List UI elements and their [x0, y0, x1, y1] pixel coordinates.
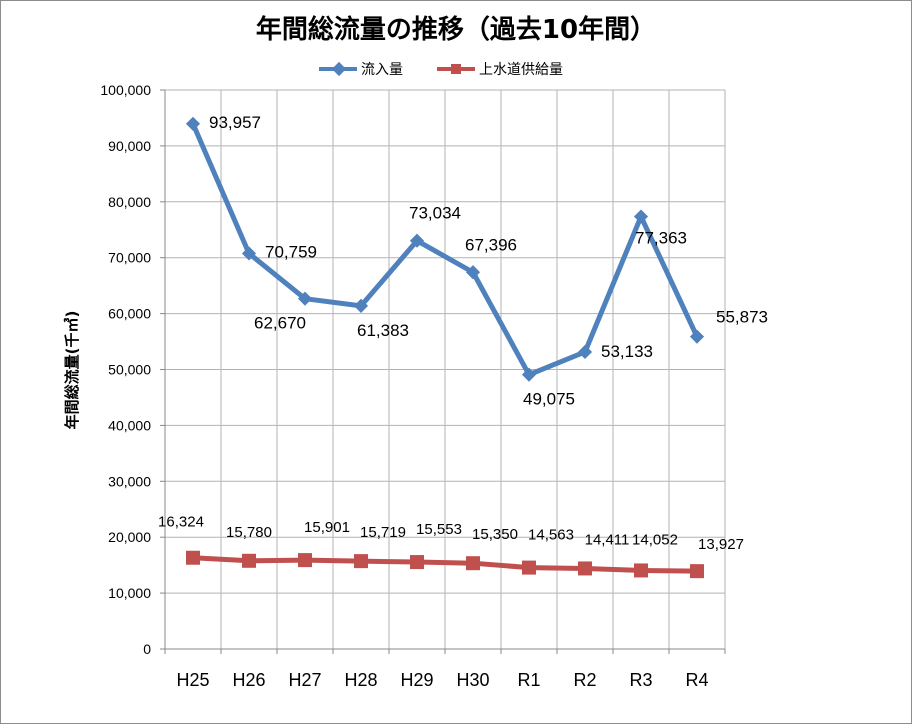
axes: [160, 89, 726, 654]
series-line-inflow: [190, 122, 700, 378]
data-point-water-supply: [690, 564, 704, 579]
data-label-inflow: 93,957: [209, 113, 261, 132]
y-tick-labels: 0 10,000 20,000 30,000 40,000 50,000 60,000 70,…: [100, 82, 151, 657]
data-label-inflow: 62,670: [254, 314, 306, 333]
legend-marker-water-supply: [451, 64, 461, 74]
legend-label-water-supply: 上水道供給量: [479, 62, 563, 78]
x-tick-label: R3: [629, 670, 652, 690]
data-label-inflow: 77,363: [635, 229, 687, 248]
data-point-water-supply: [410, 555, 424, 570]
series: [185, 116, 705, 579]
data-point-water-supply: [354, 554, 368, 569]
data-label-water-supply: 14,052: [632, 531, 678, 548]
y-tick-label: 10,000: [108, 585, 151, 601]
data-point-inflow: [689, 329, 705, 344]
y-tick-label: 50,000: [108, 362, 151, 378]
data-label-water-supply: 15,780: [226, 524, 272, 541]
data-point-inflow: [353, 298, 369, 313]
data-point-water-supply: [298, 553, 312, 568]
y-tick-label: 70,000: [108, 250, 151, 266]
data-label-water-supply: 15,901: [304, 519, 350, 536]
data-label-water-supply: 13,927: [698, 536, 744, 553]
legend-marker-inflow: [331, 61, 347, 77]
data-point-water-supply: [466, 556, 480, 571]
data-point-water-supply: [634, 563, 648, 578]
data-point-inflow: [297, 291, 313, 306]
legend-item-inflow: 流入量: [319, 61, 403, 78]
legend-item-water-supply: 上水道供給量: [437, 62, 563, 78]
data-point-inflow: [521, 367, 537, 382]
y-tick-label: 60,000: [108, 306, 151, 322]
x-tick-labels: H25 H26 H27 H28 H29 H30 R1 R2 R3 R4: [176, 670, 708, 690]
data-point-inflow: [465, 265, 481, 280]
data-point-water-supply: [242, 553, 256, 568]
y-tick-label: 20,000: [108, 529, 151, 545]
data-point-water-supply: [578, 561, 592, 576]
x-tick-label: H30: [456, 670, 489, 690]
x-tick-label: H26: [232, 670, 265, 690]
data-label-water-supply: 14,411: [585, 531, 630, 548]
data-point-inflow: [409, 233, 425, 248]
legend: 流入量 上水道供給量: [319, 61, 563, 78]
y-tick-label: 40,000: [108, 417, 151, 433]
data-label-water-supply: 16,324: [158, 514, 204, 531]
data-label-inflow: 67,396: [465, 235, 517, 254]
data-label-water-supply: 15,553: [416, 521, 462, 538]
x-tick-label: R2: [573, 670, 596, 690]
data-label-water-supply: 15,719: [360, 524, 406, 541]
x-tick-label: H25: [176, 670, 209, 690]
data-label-inflow: 53,133: [601, 342, 653, 361]
chart-title: 年間総流量の推移（過去10年間）: [256, 14, 656, 45]
y-tick-label: 90,000: [108, 138, 151, 154]
data-label-inflow: 61,383: [357, 321, 409, 340]
series-line-water-supply: [192, 555, 698, 574]
data-point-water-supply: [186, 550, 200, 565]
data-label-inflow: 55,873: [716, 308, 768, 327]
data-point-inflow: [241, 246, 257, 261]
y-axis-label: 年間総流量(千㎥): [63, 311, 81, 430]
y-tick-label: 0: [143, 641, 151, 657]
data-label-inflow: 73,034: [409, 204, 461, 223]
data-point-inflow: [577, 344, 593, 360]
data-label-water-supply: 14,563: [528, 527, 574, 544]
x-tick-label: H29: [400, 670, 433, 690]
data-label-inflow: 70,759: [265, 242, 317, 261]
data-label-inflow: 49,075: [523, 390, 575, 409]
x-tick-label: H27: [288, 670, 321, 690]
x-tick-label: R4: [685, 670, 708, 690]
grid-lines: [165, 89, 726, 649]
x-tick-label: H28: [344, 670, 377, 690]
data-point-inflow: [633, 209, 649, 224]
data-label-water-supply: 15,350: [472, 526, 518, 543]
data-point-water-supply: [522, 560, 536, 575]
y-tick-label: 80,000: [108, 194, 151, 210]
y-tick-label: 100,000: [100, 82, 151, 98]
y-tick-label: 30,000: [108, 473, 151, 489]
x-tick-label: R1: [517, 670, 540, 690]
legend-label-inflow: 流入量: [361, 62, 403, 78]
data-point-inflow: [185, 116, 201, 131]
